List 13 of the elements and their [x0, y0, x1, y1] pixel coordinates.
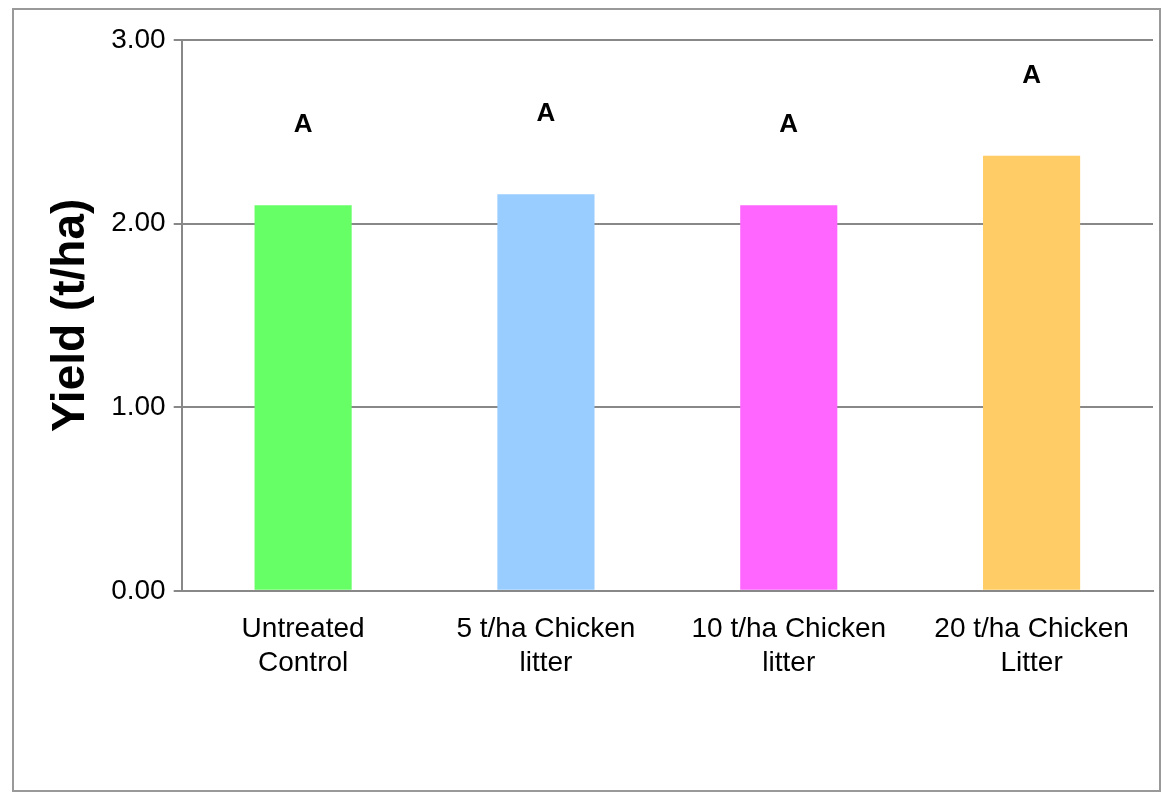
y-tick-label: 0.00: [111, 573, 166, 605]
y-tick-label: 3.00: [111, 22, 166, 54]
x-tick-label: Untreated Control: [241, 612, 365, 677]
y-tick-label: 2.00: [111, 206, 166, 238]
y-axis-title: Yield (t/ha): [42, 198, 95, 433]
y-tick-label: 1.00: [111, 389, 166, 421]
x-tick-label: 20 t/ha Chicken Litter: [934, 612, 1129, 677]
annotation: A: [779, 108, 799, 139]
annotation: A: [293, 108, 313, 139]
x-tick-label: 10 t/ha Chicken litter: [691, 612, 887, 677]
annotation: A: [1022, 58, 1042, 89]
annotation: A: [536, 97, 556, 128]
x-tick-label: 5 t/ha Chicken litter: [456, 612, 636, 677]
